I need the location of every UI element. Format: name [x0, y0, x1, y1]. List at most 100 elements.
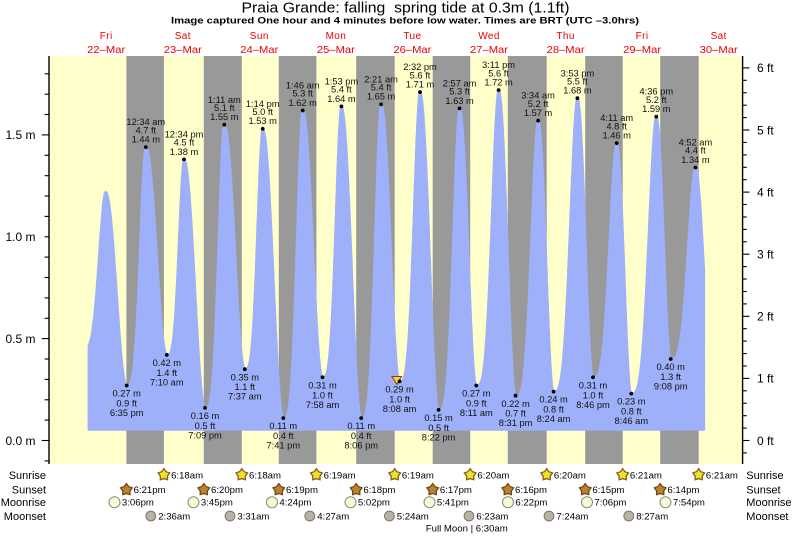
- svg-text:6:20am: 6:20am: [554, 470, 586, 481]
- svg-text:1.5 m: 1.5 m: [5, 128, 35, 142]
- svg-text:1.71 m: 1.71 m: [406, 80, 435, 90]
- svg-text:4:27am: 4:27am: [317, 512, 349, 523]
- svg-text:6:21am: 6:21am: [630, 470, 662, 481]
- svg-text:1:14 pm: 1:14 pm: [246, 99, 280, 109]
- svg-text:6:22pm: 6:22pm: [515, 498, 547, 509]
- svg-text:1.72 m: 1.72 m: [484, 78, 513, 88]
- svg-text:0.31 m: 0.31 m: [308, 380, 337, 390]
- svg-text:0.5 ft: 0.5 ft: [428, 423, 449, 433]
- svg-text:1.3 ft: 1.3 ft: [660, 372, 681, 382]
- svg-text:6:19am: 6:19am: [402, 470, 434, 481]
- svg-text:Sat: Sat: [711, 31, 727, 42]
- svg-text:6:21am: 6:21am: [706, 470, 738, 481]
- svg-text:Wed: Wed: [478, 31, 500, 42]
- svg-text:6:19am: 6:19am: [324, 470, 356, 481]
- svg-text:0.9 ft: 0.9 ft: [116, 399, 137, 409]
- svg-text:5:41pm: 5:41pm: [437, 498, 469, 509]
- svg-text:2 ft: 2 ft: [757, 310, 774, 324]
- svg-text:6:17pm: 6:17pm: [440, 485, 472, 496]
- svg-text:0.35 m: 0.35 m: [231, 372, 260, 382]
- svg-text:Full Moon | 6:30am: Full Moon | 6:30am: [426, 524, 508, 535]
- svg-text:0.8 ft: 0.8 ft: [621, 407, 642, 417]
- svg-text:30–Mar: 30–Mar: [700, 45, 739, 56]
- svg-text:5:24am: 5:24am: [397, 512, 429, 523]
- svg-text:0.23 m: 0.23 m: [617, 397, 646, 407]
- svg-text:4:52 am: 4:52 am: [679, 138, 713, 148]
- svg-text:5.6 ft: 5.6 ft: [488, 68, 509, 78]
- svg-text:8:08 am: 8:08 am: [383, 404, 417, 414]
- svg-text:0.4 ft: 0.4 ft: [351, 431, 372, 441]
- svg-text:Fri: Fri: [636, 31, 649, 42]
- svg-text:5.2 ft: 5.2 ft: [528, 99, 549, 109]
- svg-text:5.6 ft: 5.6 ft: [410, 70, 431, 80]
- svg-text:1.4 ft: 1.4 ft: [156, 368, 177, 378]
- svg-text:5.0 ft: 5.0 ft: [252, 107, 273, 117]
- svg-text:5.3 ft: 5.3 ft: [292, 89, 313, 99]
- svg-text:6:21pm: 6:21pm: [134, 485, 166, 496]
- svg-text:Sunrise: Sunrise: [746, 470, 783, 482]
- svg-text:0 ft: 0 ft: [757, 434, 774, 448]
- svg-text:Image captured One hour and 4: Image captured One hour and 4 minutes be…: [171, 15, 639, 26]
- svg-text:1.55 m: 1.55 m: [210, 112, 239, 122]
- svg-text:0.42 m: 0.42 m: [153, 358, 182, 368]
- svg-text:5.3 ft: 5.3 ft: [449, 87, 470, 97]
- svg-text:0.7 ft: 0.7 ft: [505, 409, 526, 419]
- svg-text:1.64 m: 1.64 m: [327, 94, 356, 104]
- svg-text:Sunset: Sunset: [12, 485, 46, 497]
- svg-text:Fri: Fri: [100, 31, 113, 42]
- svg-text:1.0 ft: 1.0 ft: [389, 394, 410, 404]
- svg-text:12:34 am: 12:34 am: [126, 117, 165, 127]
- svg-text:2:32 pm: 2:32 pm: [403, 62, 437, 72]
- svg-text:3:53 pm: 3:53 pm: [561, 68, 595, 78]
- svg-text:6:14pm: 6:14pm: [667, 485, 699, 496]
- svg-text:6:18am: 6:18am: [171, 470, 203, 481]
- svg-text:0.0 m: 0.0 m: [5, 434, 35, 448]
- svg-text:7:54pm: 7:54pm: [673, 498, 705, 509]
- svg-text:0.22 m: 0.22 m: [501, 399, 530, 409]
- svg-text:2:21 am: 2:21 am: [364, 74, 398, 84]
- svg-text:6:20pm: 6:20pm: [211, 485, 243, 496]
- svg-text:3 ft: 3 ft: [757, 248, 774, 262]
- svg-text:3:31am: 3:31am: [237, 512, 269, 523]
- svg-text:5.4 ft: 5.4 ft: [331, 85, 352, 95]
- svg-text:4.5 ft: 4.5 ft: [174, 138, 195, 148]
- svg-text:1.44 m: 1.44 m: [132, 135, 161, 145]
- svg-text:5.1 ft: 5.1 ft: [214, 103, 235, 113]
- svg-text:26–Mar: 26–Mar: [393, 45, 432, 56]
- svg-text:8:11 am: 8:11 am: [460, 408, 493, 418]
- svg-text:1.1 ft: 1.1 ft: [234, 382, 255, 392]
- svg-text:0.27 m: 0.27 m: [112, 389, 141, 399]
- svg-text:4.4 ft: 4.4 ft: [685, 146, 706, 156]
- svg-text:29–Mar: 29–Mar: [623, 45, 662, 56]
- svg-text:1.65 m: 1.65 m: [367, 92, 396, 102]
- svg-text:9:08 pm: 9:08 pm: [654, 382, 688, 392]
- svg-text:1.57 m: 1.57 m: [524, 108, 553, 118]
- svg-text:8:46 pm: 8:46 pm: [576, 400, 610, 410]
- svg-text:1.34 m: 1.34 m: [681, 155, 710, 165]
- svg-text:2:36am: 2:36am: [158, 512, 190, 523]
- svg-text:6:18pm: 6:18pm: [363, 485, 395, 496]
- svg-text:6:20am: 6:20am: [477, 470, 509, 481]
- svg-text:Praia Grande: falling spring: Praia Grande: falling spring tide at 0.3…: [242, 0, 570, 16]
- svg-text:1 ft: 1 ft: [757, 372, 774, 386]
- svg-text:0.27 m: 0.27 m: [462, 389, 491, 399]
- svg-text:4.7 ft: 4.7 ft: [135, 125, 156, 135]
- svg-text:5.5 ft: 5.5 ft: [567, 76, 588, 86]
- svg-text:7:06pm: 7:06pm: [594, 498, 626, 509]
- svg-text:0.16 m: 0.16 m: [191, 411, 220, 421]
- svg-text:Sunset: Sunset: [746, 485, 780, 497]
- svg-text:0.4 ft: 0.4 ft: [273, 431, 294, 441]
- svg-text:Tue: Tue: [403, 31, 421, 42]
- svg-text:7:37 am: 7:37 am: [228, 392, 262, 402]
- svg-text:1.0 ft: 1.0 ft: [583, 390, 604, 400]
- svg-text:0.31 m: 0.31 m: [579, 380, 608, 390]
- svg-text:Sat: Sat: [175, 31, 191, 42]
- svg-text:4.8 ft: 4.8 ft: [606, 121, 627, 131]
- svg-text:0.5 m: 0.5 m: [5, 332, 35, 346]
- svg-text:6:16pm: 6:16pm: [515, 485, 547, 496]
- svg-text:3:11 pm: 3:11 pm: [482, 60, 515, 70]
- svg-text:7:41 pm: 7:41 pm: [267, 441, 301, 451]
- svg-text:28–Mar: 28–Mar: [547, 45, 586, 56]
- svg-text:3:06pm: 3:06pm: [122, 498, 154, 509]
- svg-text:4 ft: 4 ft: [757, 185, 774, 199]
